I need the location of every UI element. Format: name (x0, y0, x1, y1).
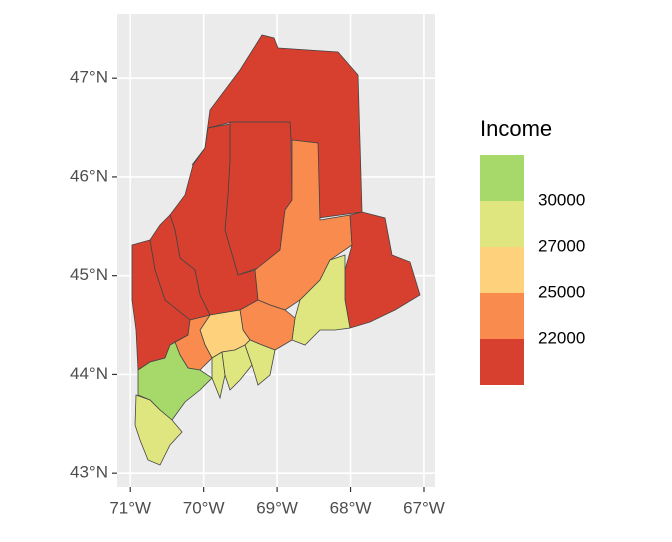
legend-label: 22000 (538, 328, 585, 347)
legend-key (480, 339, 524, 385)
legend-key (480, 201, 524, 247)
legend-key (480, 247, 524, 293)
county (134, 394, 183, 466)
x-tick-label: 67°W (403, 498, 445, 517)
y-tick-label: 44°N (70, 364, 108, 383)
y-tick-label: 45°N (70, 265, 108, 284)
legend-label: 25000 (538, 282, 585, 301)
county (211, 351, 226, 400)
county (291, 254, 351, 346)
legend-label: 27000 (538, 236, 585, 255)
y-tick-label: 43°N (70, 463, 108, 482)
x-tick-label: 71°W (109, 498, 151, 517)
x-tick-label: 69°W (256, 498, 298, 517)
legend-title: Income (480, 116, 552, 141)
legend-label: 30000 (538, 190, 585, 209)
y-tick-label: 47°N (70, 68, 108, 87)
county (221, 344, 253, 391)
x-tick-label: 70°W (183, 498, 225, 517)
x-tick-label: 68°W (330, 498, 372, 517)
legend-key (480, 293, 524, 339)
county (244, 339, 276, 386)
y-tick-label: 46°N (70, 166, 108, 185)
legend-key (480, 155, 524, 201)
county (254, 139, 353, 311)
